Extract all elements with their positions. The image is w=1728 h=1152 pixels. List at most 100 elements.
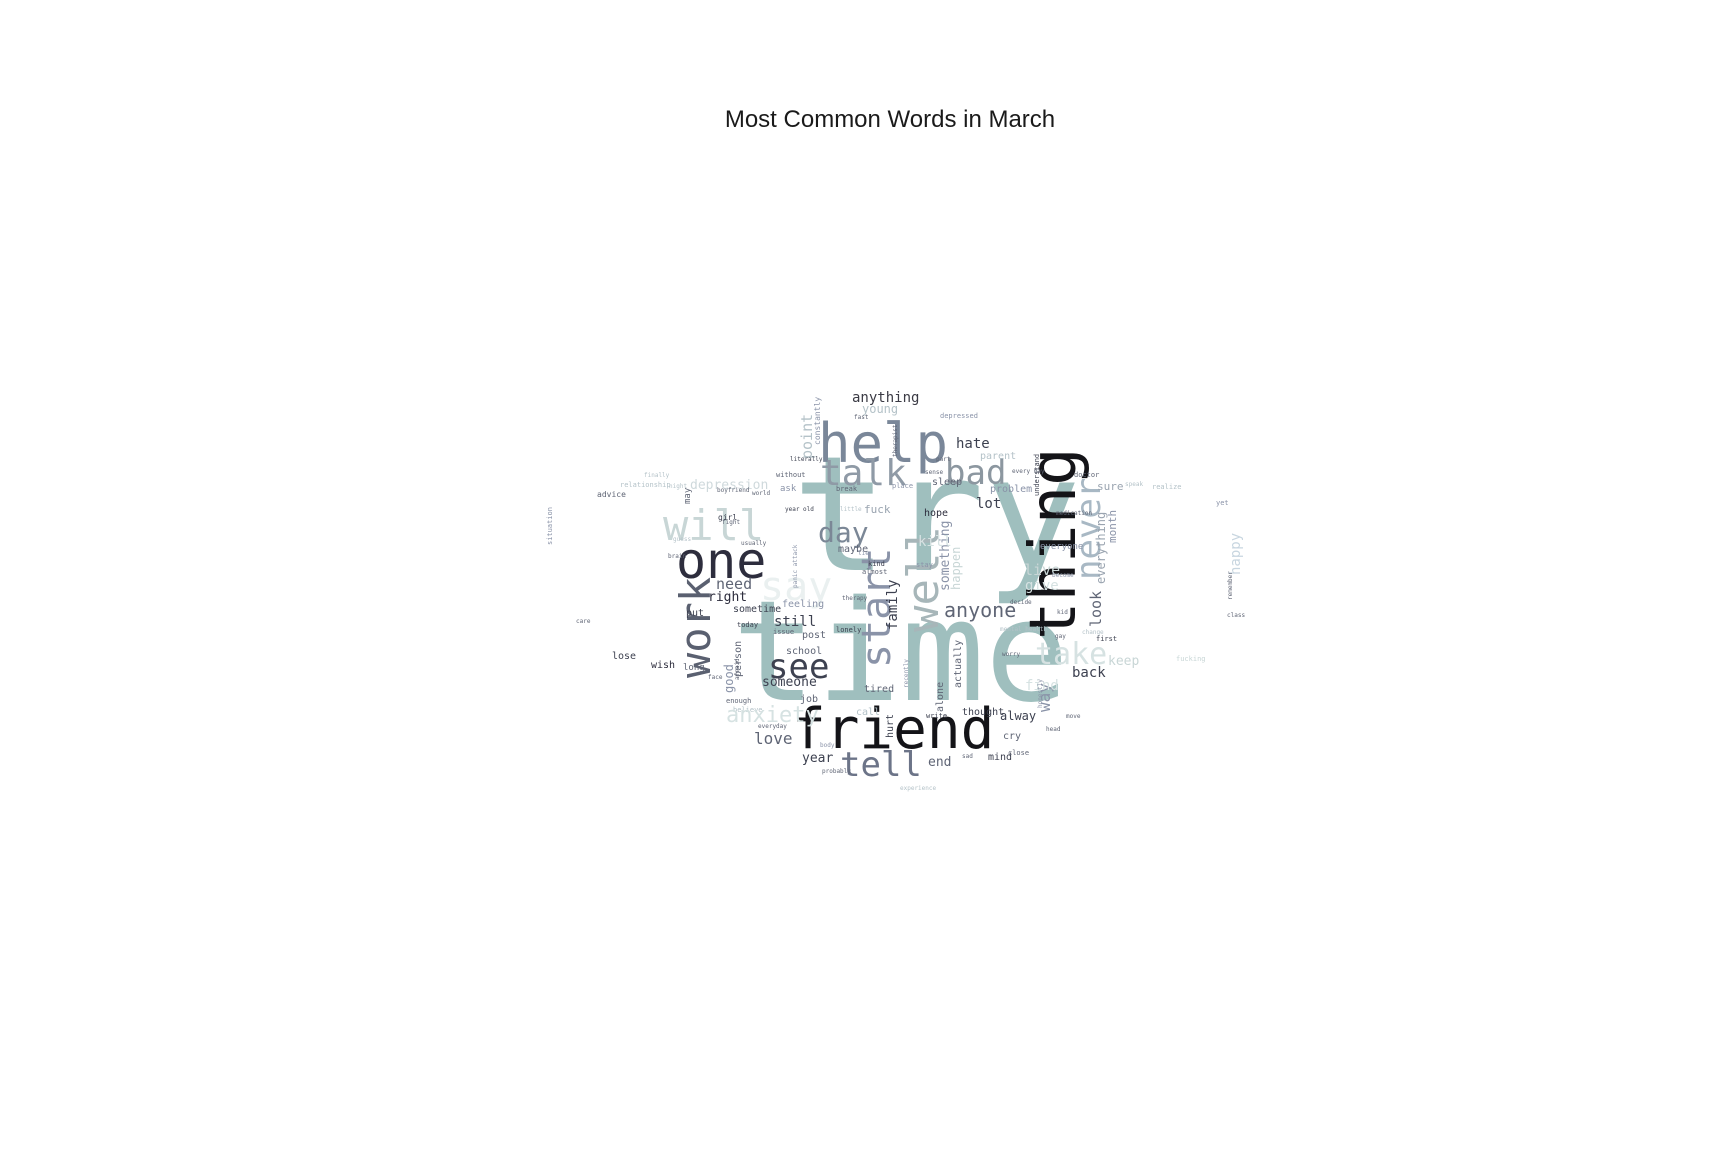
word-happen: happen xyxy=(949,547,963,590)
word-will: will xyxy=(663,501,764,550)
word-alone: alone xyxy=(935,682,946,712)
word-head: head xyxy=(1046,726,1061,733)
word-point: point xyxy=(798,414,816,459)
word-therapist: therapist xyxy=(892,424,899,457)
word-tell: tell xyxy=(840,745,922,785)
word-constantly: constantly xyxy=(813,397,822,445)
word-take: take xyxy=(1035,637,1107,672)
word-start: start xyxy=(854,548,900,668)
word-move: move xyxy=(1066,713,1081,720)
word-literally: literally xyxy=(790,456,823,463)
word-without: without xyxy=(776,471,806,479)
word-depressed: depressed xyxy=(940,412,978,420)
word-help: help xyxy=(818,412,948,475)
word-kind: kind xyxy=(868,560,885,568)
word-keep: keep xyxy=(1108,654,1139,669)
word-girl: girl xyxy=(718,513,737,522)
word-hope: hope xyxy=(924,508,948,519)
word-way: way xyxy=(1035,683,1054,712)
word-talk: talk xyxy=(820,453,907,494)
word-depression: depression xyxy=(690,478,768,493)
word-medication: medication xyxy=(1056,510,1093,517)
word-anything: anything xyxy=(852,390,919,406)
word-month: month xyxy=(1106,510,1119,543)
word-first: first xyxy=(1096,635,1117,643)
word-cry: cry xyxy=(1003,731,1021,742)
word-ask: ask xyxy=(780,484,797,494)
word-say: say xyxy=(760,564,832,610)
word-write: write xyxy=(926,712,947,720)
word-work: work xyxy=(671,577,720,678)
word-end: end xyxy=(928,755,951,770)
word-enough: enough xyxy=(726,697,751,705)
word-post: post xyxy=(802,630,826,641)
word-kid: kid xyxy=(1057,609,1068,616)
word-everything: everything xyxy=(1094,512,1108,584)
word-today: today xyxy=(737,621,758,629)
word-look: look xyxy=(1087,591,1105,627)
word-fast: fast xyxy=(854,414,869,421)
word-hurt: hurt xyxy=(885,714,896,738)
word-class: class xyxy=(1227,612,1245,619)
word-long: long xyxy=(683,663,705,673)
word-right: right xyxy=(708,590,747,605)
word-thought: thought xyxy=(962,707,1004,718)
word-relationship: relationship xyxy=(620,481,671,489)
word-kill: kill xyxy=(918,534,952,550)
word-sure: sure xyxy=(1097,480,1124,493)
word-sometime: sometime xyxy=(733,604,781,615)
word-family: family xyxy=(885,579,901,630)
word-maybe: maybe xyxy=(838,544,868,555)
word-sad: sad xyxy=(962,753,973,760)
word-love: love xyxy=(754,729,793,748)
word-panic-attack: panic attack xyxy=(792,544,799,588)
word-thing: thing xyxy=(1017,447,1091,640)
word-year-old: year old xyxy=(785,506,814,513)
word-almost: almost xyxy=(862,568,887,576)
word-actually: actually xyxy=(953,640,964,688)
word-friend: friend xyxy=(792,697,994,762)
word-yet: yet xyxy=(1216,499,1229,507)
word-realize: realize xyxy=(1152,483,1182,491)
word-doctor: doctor xyxy=(1074,471,1099,479)
word-someone: someone xyxy=(762,675,817,690)
word-lie: lie xyxy=(858,550,869,557)
word-world: world xyxy=(752,490,770,497)
word-call: call xyxy=(856,707,880,718)
word-understand: understand xyxy=(1033,454,1041,496)
word-try: try xyxy=(792,421,1081,608)
word-alway: alway xyxy=(1000,709,1036,723)
word-see: see xyxy=(768,647,829,687)
word-wish: wish xyxy=(651,660,675,671)
word-everyone: everyone xyxy=(1040,542,1083,552)
word-one: one xyxy=(676,532,766,590)
word-fuck: fuck xyxy=(864,503,891,516)
word-worry: worry xyxy=(1002,651,1020,658)
word-believe: believe xyxy=(733,706,763,714)
word-give: give xyxy=(1025,578,1059,594)
word-remember: remember xyxy=(1227,571,1234,600)
chart-title: Most Common Words in March xyxy=(724,106,1056,133)
word-lose: lose xyxy=(612,651,636,662)
word-become: become xyxy=(1052,572,1074,579)
word-honestly: honestly xyxy=(1037,679,1044,708)
word-place: place xyxy=(892,482,913,490)
word-every-day: every day xyxy=(1012,468,1045,475)
word-anxiety: anxiety xyxy=(726,703,819,728)
word-fight: fight xyxy=(722,519,740,526)
word-live: live xyxy=(1024,561,1060,579)
word-well: well xyxy=(898,526,949,632)
word-fucking: fucking xyxy=(1176,655,1206,663)
word-little: little xyxy=(840,506,862,513)
word-brain: brain xyxy=(668,553,686,560)
word-good: good xyxy=(722,664,736,693)
word-stay: stay xyxy=(916,561,933,569)
word-mental-health: mental health xyxy=(1000,626,1047,633)
word-lot: lot xyxy=(976,496,1001,512)
word-boyfriend: boyfriend xyxy=(717,487,750,494)
word-gay: gay xyxy=(1055,633,1066,640)
word-year: year xyxy=(802,751,833,766)
word-young: young xyxy=(862,402,898,416)
word-therapy: therapy xyxy=(842,595,868,602)
